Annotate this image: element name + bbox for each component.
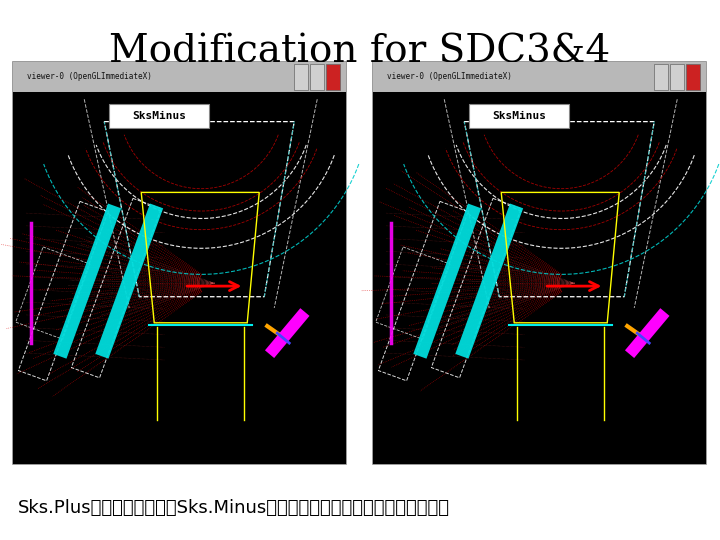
Bar <box>373 92 706 464</box>
Bar <box>310 64 323 90</box>
Polygon shape <box>625 308 670 358</box>
Bar <box>685 64 700 90</box>
Bar <box>654 64 667 90</box>
Polygon shape <box>265 308 310 358</box>
Bar <box>373 62 706 464</box>
Text: SksMinus: SksMinus <box>492 111 546 121</box>
Bar <box>294 64 307 90</box>
Bar <box>13 92 346 464</box>
Text: viewer-0 (OpenGLImmediateX): viewer-0 (OpenGLImmediateX) <box>387 72 512 82</box>
Polygon shape <box>413 204 481 359</box>
Bar <box>373 62 706 92</box>
Polygon shape <box>95 204 163 359</box>
Text: SksMinus: SksMinus <box>132 111 186 121</box>
Bar <box>13 62 346 92</box>
Bar <box>109 104 210 128</box>
Polygon shape <box>53 204 121 359</box>
Text: Sks.Plusに合わせるため、Sks.Minusの方で後方検出器の角度と位置を調節: Sks.Plusに合わせるため、Sks.Minusの方で後方検出器の角度と位置を… <box>18 499 450 517</box>
Bar <box>469 104 570 128</box>
Polygon shape <box>455 204 523 359</box>
Text: Modification for SDC3&4: Modification for SDC3&4 <box>109 33 611 71</box>
Text: viewer-0 (OpenGLImmediateX): viewer-0 (OpenGLImmediateX) <box>27 72 152 82</box>
Bar <box>13 62 346 464</box>
Bar <box>670 64 683 90</box>
Bar <box>325 64 340 90</box>
